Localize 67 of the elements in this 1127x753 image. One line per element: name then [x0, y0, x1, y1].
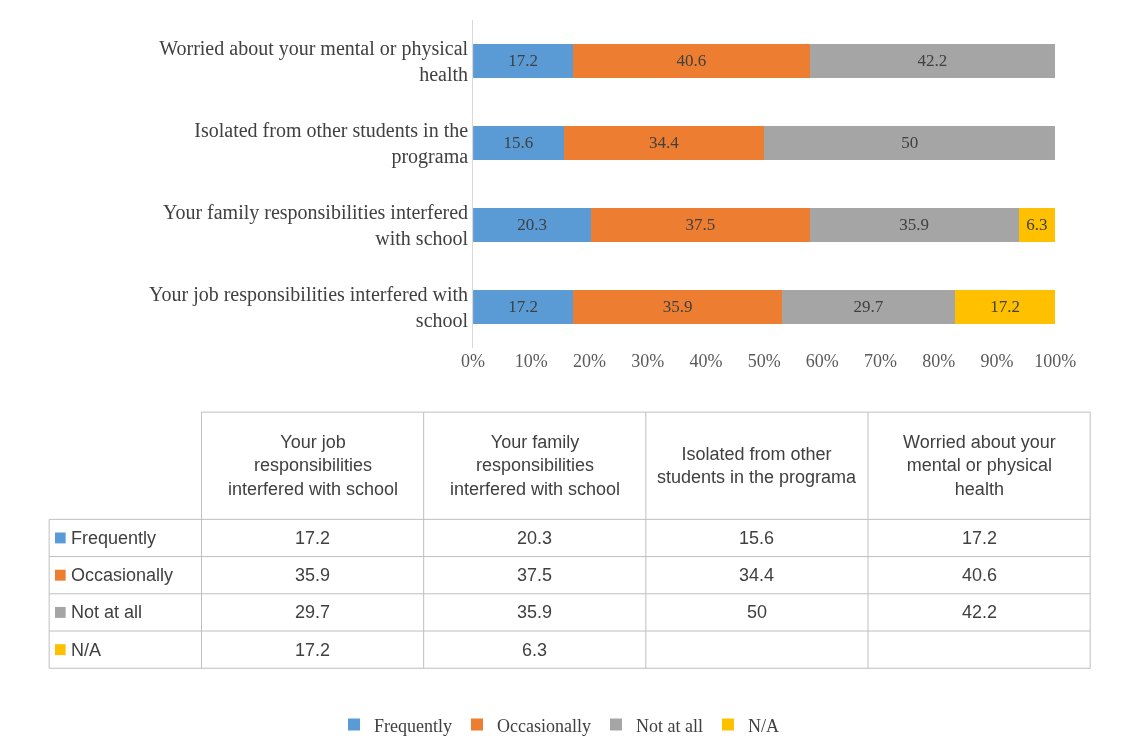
x-tick-label: 0%: [461, 350, 486, 371]
data-label: 17.2: [990, 297, 1021, 317]
bar: [473, 289, 574, 325]
data-label: 34.4: [739, 565, 775, 585]
data-label: 34.4: [648, 133, 680, 153]
x-tick-label: 40%: [689, 350, 723, 371]
bar: [473, 207, 592, 243]
category-label: Your family responsibilities interfered with school: [450, 432, 621, 499]
legend-label: Frequently: [374, 715, 452, 736]
legend-label: Occasionally: [71, 565, 174, 585]
data-label: 42.2: [917, 51, 948, 71]
data-label: 15.6: [739, 528, 775, 548]
data-label: 20.3: [517, 215, 548, 235]
data-label: 15.6: [503, 133, 534, 153]
legend-label: Not at all: [635, 715, 703, 736]
y-tick-label: Worried about your mental or physical health: [159, 36, 469, 85]
data-label: 17.2: [962, 528, 998, 548]
data-label: 50: [901, 133, 919, 153]
bar: [764, 125, 1056, 161]
legend-label: N/A: [747, 715, 779, 736]
data-label: 40.6: [962, 565, 998, 585]
bar: [809, 207, 1019, 243]
x-tick-label: 70%: [864, 350, 898, 371]
data-label: 17.2: [295, 528, 331, 548]
y-tick-label: Your job responsibilities interfered with school: [149, 282, 469, 331]
x-tick-label: 80%: [922, 350, 956, 371]
data-label: 17.2: [508, 51, 539, 71]
legend-label: Frequently: [71, 528, 157, 548]
x-tick-label: 30%: [631, 350, 665, 371]
data-label: 40.6: [676, 51, 707, 71]
data-label: 6.3: [522, 640, 548, 660]
data-label: 29.7: [295, 602, 331, 622]
data-label: 37.5: [517, 565, 553, 585]
data-label: 17.2: [508, 297, 539, 317]
legend-label: Occasionally: [497, 715, 591, 736]
legend-label: N/A: [71, 640, 102, 660]
data-label: 42.2: [962, 602, 998, 622]
category-label: Worried about your mental or physical health: [903, 432, 1056, 499]
bar: [591, 207, 810, 243]
data-label: 37.5: [685, 215, 716, 235]
data-label: 29.7: [853, 297, 884, 317]
y-tick-label: Your family responsibilities interfered with school: [162, 200, 469, 249]
x-tick-label: 90%: [980, 350, 1014, 371]
bar: [573, 43, 810, 79]
y-tick-label: Isolated from other students in the programa: [194, 118, 469, 168]
data-label: 17.2: [295, 640, 331, 660]
x-tick-label: 20%: [573, 350, 606, 371]
x-tick-label: 10%: [514, 350, 548, 371]
x-tick-label: 50%: [747, 350, 781, 371]
bar: [563, 125, 765, 161]
legend-label: Not at all: [71, 602, 143, 622]
x-tick-label: 100%: [1034, 350, 1077, 371]
category-label: Isolated from other students in the programa: [657, 444, 858, 488]
data-label: 35.9: [899, 215, 929, 235]
data-label: 50: [747, 602, 768, 622]
bar: [809, 43, 1056, 79]
bar: [782, 289, 956, 325]
bar: [573, 289, 783, 325]
x-tick-label: 60%: [805, 350, 839, 371]
bar: [473, 43, 574, 79]
bar: [473, 125, 564, 161]
data-label: 35.9: [295, 565, 331, 585]
data-label: 35.9: [517, 602, 553, 622]
bar: [955, 289, 1056, 325]
data-label: 20.3: [517, 528, 553, 548]
data-label: 6.3: [1026, 215, 1048, 235]
data-label: 35.9: [662, 297, 693, 317]
